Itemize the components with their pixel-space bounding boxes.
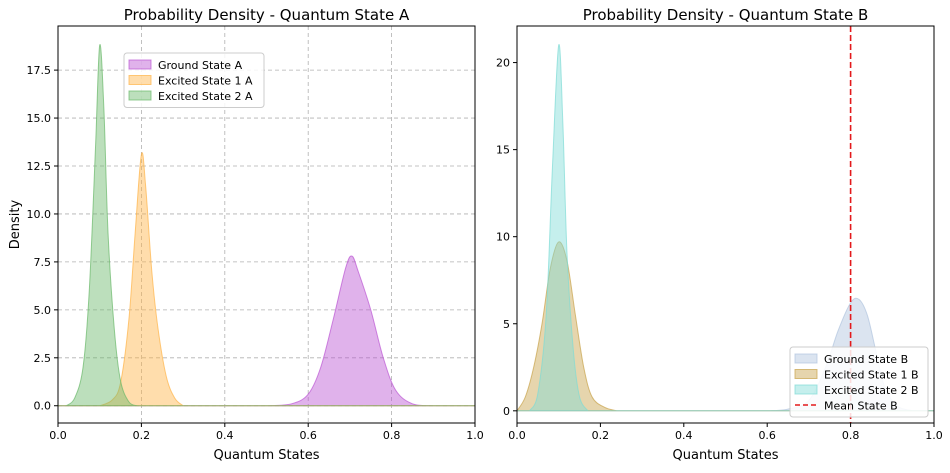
y-tick-label: 12.5 — [27, 160, 52, 173]
legend-box — [123, 52, 265, 108]
x-tick-label: 1.0 — [925, 429, 943, 442]
legend-label-excited-state-2-b: Excited State 2 B — [824, 384, 919, 397]
y-tick-label: 17.5 — [27, 64, 52, 77]
legend-label-ground-state-b: Ground State B — [824, 353, 908, 366]
grid — [57, 26, 476, 423]
legend-label-excited-state-1-b: Excited State 1 B — [824, 369, 919, 382]
x-tick-label: 0.6 — [299, 429, 317, 442]
y-tick-label: 7.5 — [34, 256, 52, 269]
legend-swatch-ground-state-b — [794, 353, 818, 364]
x-tick-label: 0.6 — [758, 429, 776, 442]
y-tick-label: 20 — [496, 57, 510, 70]
chart-title: Probability Density - Quantum State B — [583, 6, 869, 24]
chart-quantum-state-a: 0.0 0.2 0.4 0.6 0.8 1.0 0.0 2.5 5.0 7.5 10.0 12.5 1… — [8, 6, 484, 463]
x-axis-ticks: 0.0 0.2 0.4 0.6 0.8 1.0 — [49, 423, 484, 442]
legend-label-excited-state-2-a: Excited State 2 A — [158, 90, 253, 103]
x-tick-label: 0.4 — [675, 429, 693, 442]
y-axis-ticks: 0 5 10 15 20 — [496, 57, 517, 418]
legend-swatch-excited-state-1-b — [794, 369, 818, 379]
x-tick-label: 1.0 — [466, 429, 484, 442]
chart-title: Probability Density - Quantum State A — [124, 6, 410, 24]
legend: Ground State A Excited State 1 A Excited S… — [123, 52, 265, 108]
y-tick-label: 5 — [503, 318, 510, 331]
y-tick-label: 5.0 — [34, 304, 52, 317]
y-tick-label: 0.0 — [34, 400, 52, 413]
y-axis-label: Density — [8, 199, 23, 249]
x-axis-ticks: 0.0 0.2 0.4 0.6 0.8 1.0 — [508, 423, 943, 442]
legend-swatch-excited-state-2-b — [794, 384, 818, 395]
y-tick-label: 15.0 — [27, 112, 52, 125]
x-tick-label: 0.0 — [508, 429, 526, 442]
y-tick-label: 2.5 — [34, 352, 52, 365]
legend-swatch-excited-state-1-a — [128, 75, 152, 85]
plot-frame — [57, 25, 476, 424]
area-excited-state-2-a — [58, 44, 475, 407]
y-axis-ticks: 0.0 2.5 5.0 7.5 10.0 12.5 15.0 17.5 — [27, 64, 58, 413]
legend-box — [789, 346, 929, 418]
y-tick-label: 10 — [496, 231, 510, 244]
plot-frame — [516, 25, 935, 424]
y-tick-label: 15 — [496, 144, 510, 157]
x-tick-label: 0.8 — [842, 429, 860, 442]
legend-label-mean-state-b: Mean State B — [824, 400, 898, 413]
x-axis-label: Quantum States — [214, 448, 320, 463]
x-axis-label: Quantum States — [673, 448, 779, 463]
legend: Ground State B Excited State 1 B Excited S… — [789, 346, 929, 418]
x-tick-label: 0.8 — [383, 429, 401, 442]
x-tick-label: 0.2 — [592, 429, 610, 442]
area-ground-state-a — [58, 255, 475, 407]
chart-quantum-state-b: 0.0 0.2 0.4 0.6 0.8 1.0 0 5 10 15 20 Probability … — [496, 6, 943, 463]
legend-label-excited-state-1-a: Excited State 1 A — [158, 75, 253, 88]
series-areas — [58, 44, 475, 407]
y-tick-label: 10.0 — [27, 208, 52, 221]
legend-swatch-ground-state-a — [128, 59, 152, 70]
x-tick-label: 0.4 — [216, 429, 234, 442]
x-tick-label: 0.0 — [49, 429, 67, 442]
legend-label-ground-state-a: Ground State A — [158, 59, 243, 72]
y-tick-label: 0 — [503, 405, 510, 418]
x-tick-label: 0.2 — [133, 429, 151, 442]
area-excited-state-1-b — [516, 241, 934, 412]
legend-swatch-excited-state-2-a — [128, 90, 152, 101]
area-excited-state-1-a — [58, 152, 475, 407]
area-excited-state-2-b — [517, 44, 934, 412]
